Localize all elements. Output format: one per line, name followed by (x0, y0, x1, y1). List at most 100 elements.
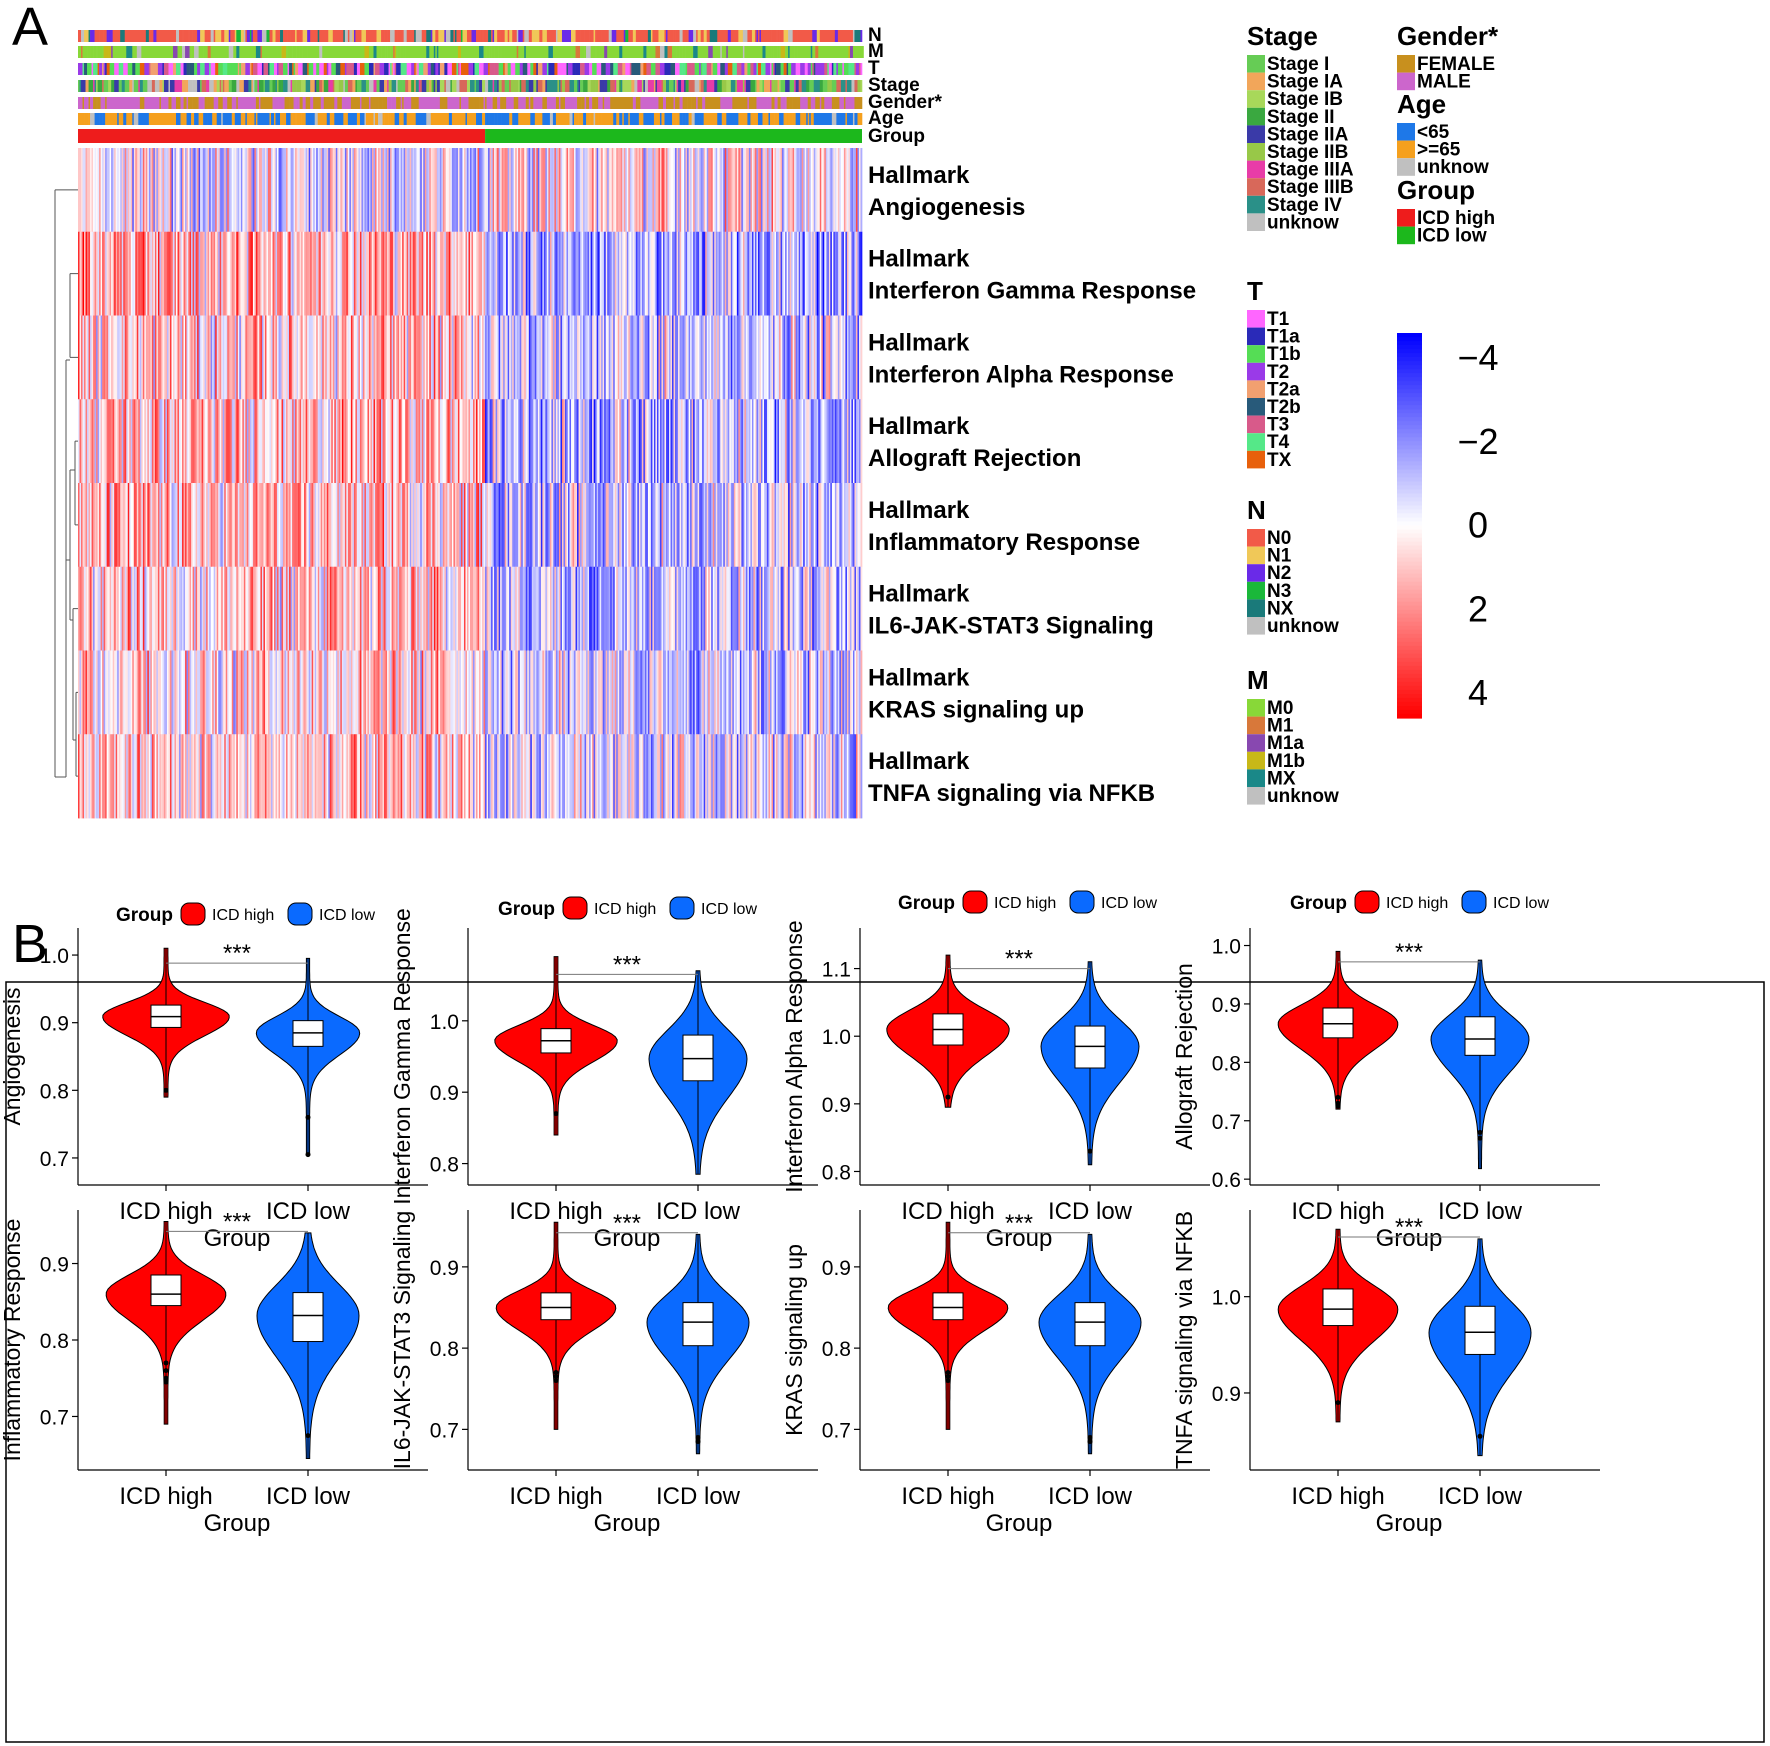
heatmap-cell (433, 148, 436, 233)
heatmap-cell (854, 148, 857, 233)
heatmap-cell (474, 483, 477, 568)
heatmap-cell (485, 315, 487, 400)
heatmap-cell (666, 483, 668, 568)
heatmap-cell (394, 483, 397, 568)
heatmap-cell (346, 650, 349, 735)
heatmap-cell (831, 315, 834, 400)
heatmap-cell (189, 315, 192, 400)
heatmap-cell (415, 566, 418, 651)
heatmap-cell (171, 566, 174, 651)
heatmap-cell (596, 566, 599, 651)
heatmap-cell (724, 483, 727, 568)
heatmap-cell (534, 231, 537, 316)
heatmap-cell (305, 148, 308, 233)
heatmap-cell (237, 315, 240, 400)
heatmap-cell (144, 483, 147, 568)
heatmap-cell (172, 315, 175, 400)
heatmap-cell (675, 231, 677, 316)
heatmap-cell (317, 315, 320, 400)
annotation-cell (189, 46, 192, 58)
heatmap-cell (237, 148, 240, 233)
heatmap-cell (394, 566, 397, 651)
heatmap-cell (127, 315, 130, 400)
annotation-cell (186, 113, 192, 125)
heatmap-cell (578, 399, 581, 484)
heatmap-cell (112, 231, 115, 316)
annotation-cell (188, 30, 190, 42)
annotation-cell (491, 30, 493, 42)
heatmap-cell (816, 399, 819, 484)
heatmap-cell (785, 483, 787, 568)
annotation-cell (851, 80, 855, 92)
heatmap-cell (219, 231, 222, 316)
heatmap-cell (779, 483, 781, 568)
annotation-cell (204, 63, 208, 75)
annotation-cell (617, 63, 623, 75)
heatmap-cell (160, 566, 163, 651)
heatmap-cell (480, 650, 483, 735)
heatmap-cell (857, 148, 860, 233)
heatmap-cell (762, 483, 765, 568)
heatmap-cell (501, 483, 504, 568)
heatmap-cell (246, 148, 249, 233)
annotation-cell (93, 46, 97, 58)
heatmap-cell (397, 566, 400, 651)
heatmap-cell (566, 566, 569, 651)
heatmap-cell (246, 231, 249, 316)
heatmap-cell (691, 483, 694, 568)
annotation-cell (192, 30, 198, 42)
annotation-cell (653, 113, 658, 125)
heatmap-cell (411, 399, 414, 484)
annotation-cell (807, 97, 812, 109)
heatmap-cell (640, 148, 643, 233)
annotation-cell (780, 97, 786, 109)
heatmap-cell (454, 399, 457, 484)
heatmap-cell (379, 315, 382, 400)
heatmap-cell (741, 231, 744, 316)
heatmap-cell (468, 483, 471, 568)
annotation-cell (548, 63, 551, 75)
heatmap-cell (417, 399, 420, 484)
heatmap-cell (527, 315, 530, 400)
annotation-cell (365, 80, 370, 92)
heatmap-cell (534, 148, 537, 233)
heatmap-cell (409, 148, 412, 233)
heatmap-cell (200, 315, 202, 400)
annotation-cell (552, 46, 555, 58)
heatmap-cell (593, 399, 596, 484)
heatmap-cell (370, 483, 373, 568)
annotation-cell (578, 80, 581, 92)
heatmap-cell (373, 315, 376, 400)
heatmap-cell (670, 315, 673, 400)
heatmap-cell (245, 650, 248, 735)
heatmap-cell (251, 650, 254, 735)
heatmap-cell (176, 483, 178, 568)
heatmap-cell (210, 315, 213, 400)
heatmap-cell (555, 148, 558, 233)
annotation-cell (457, 46, 462, 58)
heatmap-cell (154, 148, 157, 233)
annotation-cell (512, 113, 515, 125)
annotation-cell (474, 46, 480, 58)
annotation-cell (812, 30, 818, 42)
heatmap-cell (393, 315, 395, 400)
annotation-cell (831, 113, 837, 125)
heatmap-cell (261, 315, 264, 400)
annotation-cell (563, 97, 566, 109)
heatmap-cell (166, 148, 169, 233)
heatmap-cell (572, 399, 575, 484)
heatmap-cell (251, 231, 254, 316)
annotation-cell (337, 97, 340, 109)
annotation-cell (319, 30, 323, 42)
annotation-cell (106, 97, 110, 109)
annotation-cell (551, 80, 554, 92)
heatmap-cell (430, 483, 433, 568)
heatmap-cell (788, 566, 790, 651)
heatmap-cell (460, 148, 463, 233)
heatmap-cell (121, 399, 124, 484)
annotation-cell (637, 46, 641, 58)
annotation-cell (804, 63, 809, 75)
heatmap-cell (227, 399, 230, 484)
annotation-cell (717, 80, 723, 92)
heatmap-cell (224, 399, 227, 484)
